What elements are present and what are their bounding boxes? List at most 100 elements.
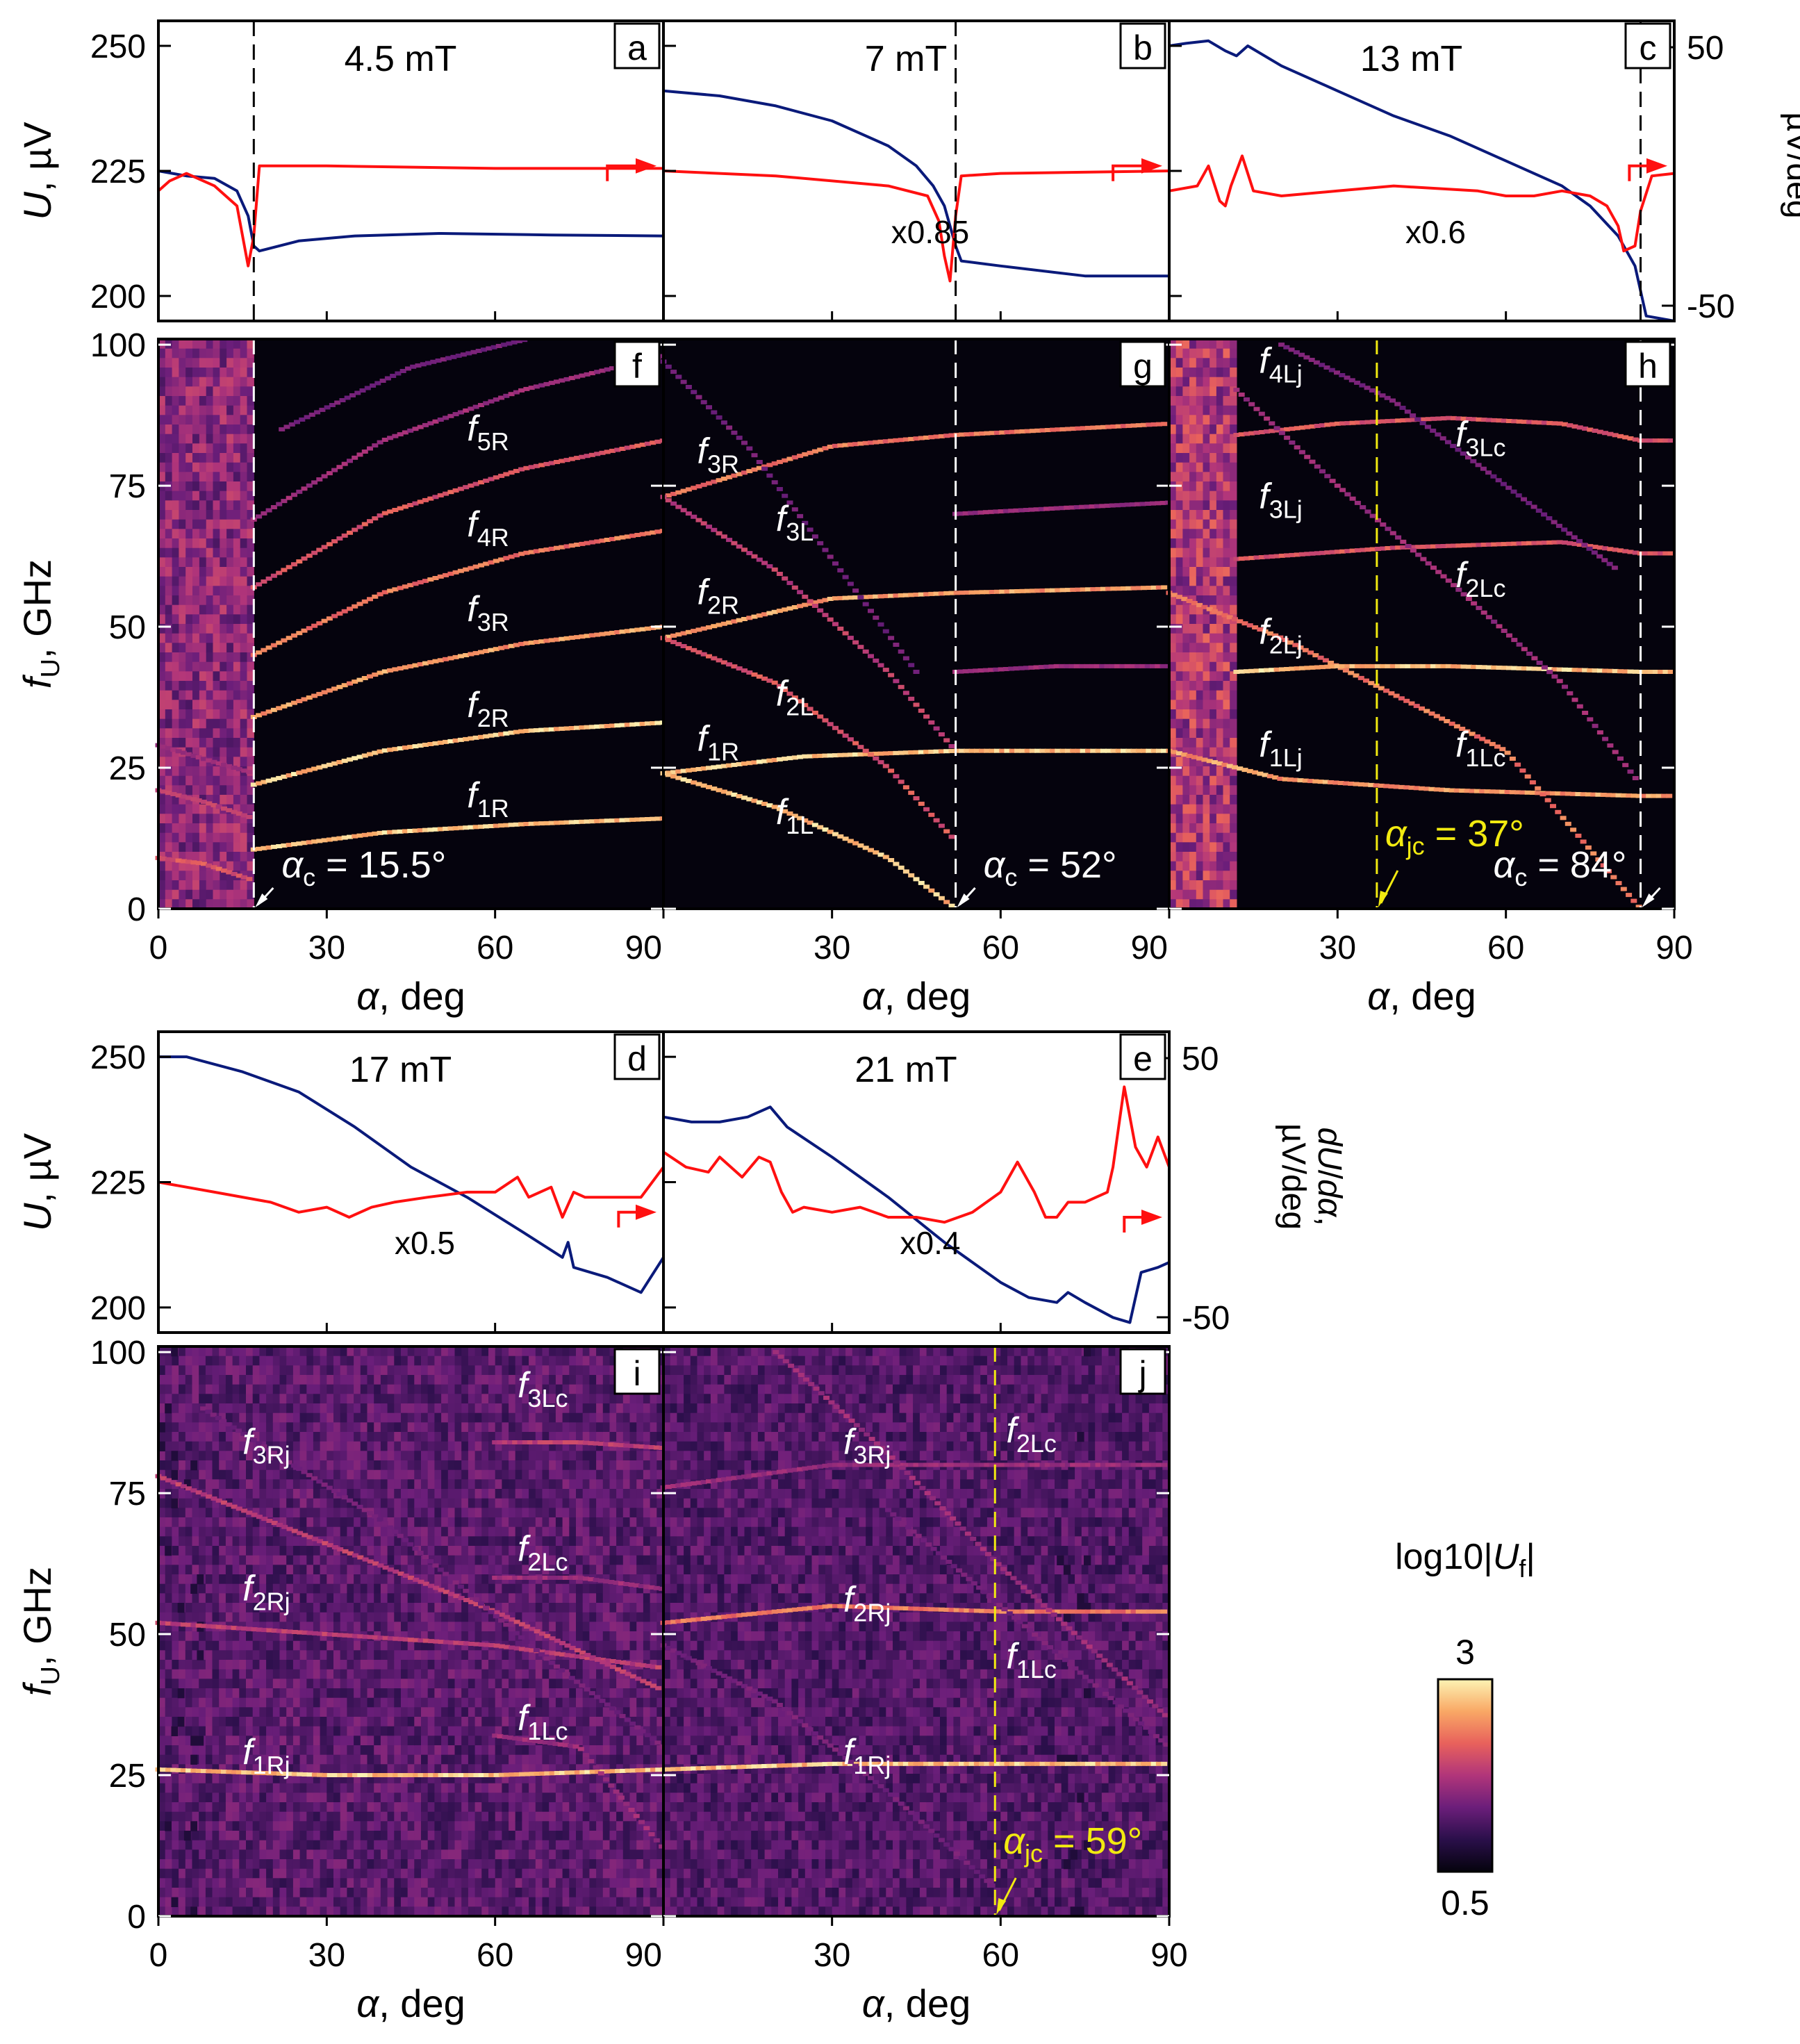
heatmap-cell [179, 766, 186, 777]
heatmap-cell [306, 1745, 314, 1756]
mode-trace-point [1444, 719, 1451, 723]
heatmap-cell [1196, 586, 1204, 596]
heatmap-cell [1189, 899, 1197, 909]
mode-trace-point [1506, 633, 1512, 638]
heatmap-cell [158, 1888, 166, 1898]
heatmap-cell [219, 1783, 226, 1793]
heatmap-cell [1216, 861, 1224, 871]
mode-trace-point [1339, 373, 1346, 377]
heatmap-cell [1189, 814, 1197, 824]
heatmap-cell [220, 775, 227, 786]
mode-trace-point [700, 783, 707, 788]
mode-trace-point [417, 662, 424, 667]
heatmap-cell [286, 1669, 294, 1679]
mode-trace-point [847, 839, 854, 843]
heatmap-cell [192, 1707, 199, 1717]
heatmap-cell [1209, 709, 1217, 720]
mode-trace-point [1284, 436, 1291, 440]
heatmap-cell [1230, 377, 1237, 387]
heatmap-cell [185, 1451, 193, 1461]
heatmap-cell [286, 1859, 294, 1870]
heatmap-cell [327, 1432, 334, 1442]
mode-trace-point [1495, 478, 1502, 483]
heatmap-cell [165, 1375, 172, 1385]
heatmap-cell [1169, 823, 1177, 834]
heatmap-cell [165, 652, 173, 663]
heatmap-cell [1189, 880, 1197, 891]
mode-trace-point [1476, 606, 1483, 611]
heatmap-cell [205, 1346, 213, 1357]
heatmap-cell [1175, 510, 1183, 520]
heatmap-cell [320, 1555, 327, 1565]
heatmap-cell [206, 804, 214, 814]
heatmap-cell [1196, 529, 1204, 539]
mode-trace-point [392, 747, 399, 752]
mode-trace-point [206, 863, 213, 868]
mode-trace-point [644, 817, 651, 821]
heatmap-cell [233, 899, 241, 909]
heatmap-cell [199, 661, 207, 672]
mode-trace-point [771, 757, 778, 762]
mode-trace-point [568, 376, 575, 381]
heatmap-cell [1223, 405, 1230, 415]
heatmap-cell [158, 1498, 166, 1508]
heatmap-cell [233, 718, 241, 729]
heatmap-cell [247, 500, 254, 511]
heatmap-cell [179, 434, 186, 444]
heatmap-cell [252, 1726, 260, 1736]
heatmap-cell [1223, 519, 1230, 529]
heatmap-cell [266, 1422, 274, 1433]
mode-trace-point [1617, 756, 1624, 761]
mode-trace-point [200, 800, 207, 804]
heatmap-cell [226, 690, 234, 700]
heatmap-cell [219, 1460, 226, 1471]
mode-trace-point [1135, 586, 1142, 591]
mode-trace-point [206, 801, 213, 806]
mode-trace-point [822, 827, 829, 832]
mode-trace-point [761, 612, 768, 617]
mode-trace-point [609, 723, 616, 728]
heatmap-cell [185, 661, 193, 672]
mode-trace-point [1375, 547, 1381, 551]
heatmap-cell [1175, 567, 1183, 577]
mode-trace-point [452, 488, 459, 493]
plot-area [158, 1032, 663, 1333]
mode-trace-point [832, 622, 839, 627]
heatmap-cell [192, 1640, 199, 1651]
heatmap-cell [252, 1669, 260, 1679]
mode-trace-point [624, 534, 631, 539]
mode-trace-point [1535, 786, 1542, 791]
heatmap-cell [220, 453, 227, 463]
heatmap-cell [179, 661, 186, 672]
heatmap-cell [158, 671, 166, 682]
mode-trace-point [953, 591, 960, 595]
heatmap-cell [206, 747, 214, 757]
mode-trace-point [1206, 759, 1213, 764]
heatmap-cell [299, 1640, 307, 1651]
mode-trace-point [1635, 793, 1642, 798]
mode-trace-point [979, 748, 986, 753]
heatmap-cell [205, 1412, 213, 1423]
heatmap-cell [199, 766, 207, 777]
mode-trace-point [1564, 791, 1571, 796]
heatmap-cell [233, 766, 241, 777]
mode-trace-point [791, 507, 798, 512]
mode-trace-point [964, 748, 971, 753]
mode-trace-point [215, 866, 222, 871]
mode-trace-point [1359, 383, 1366, 388]
heatmap-cell [246, 1460, 254, 1471]
mode-trace-point [807, 754, 814, 759]
heatmap-cell [205, 1792, 213, 1803]
mode-trace-point [1499, 747, 1506, 752]
mode-trace-point [1571, 535, 1578, 540]
heatmap-cell [1189, 604, 1197, 615]
mode-trace-point [1298, 352, 1305, 357]
heatmap-cell [1196, 899, 1204, 909]
heatmap-cell [286, 1375, 294, 1385]
mode-trace-point [231, 809, 238, 814]
mode-trace-point [1571, 668, 1578, 673]
mode-trace-point [776, 609, 783, 613]
heatmap-cell [247, 747, 254, 757]
heatmap-cell [1223, 671, 1230, 682]
heatmap-cell [185, 804, 193, 814]
